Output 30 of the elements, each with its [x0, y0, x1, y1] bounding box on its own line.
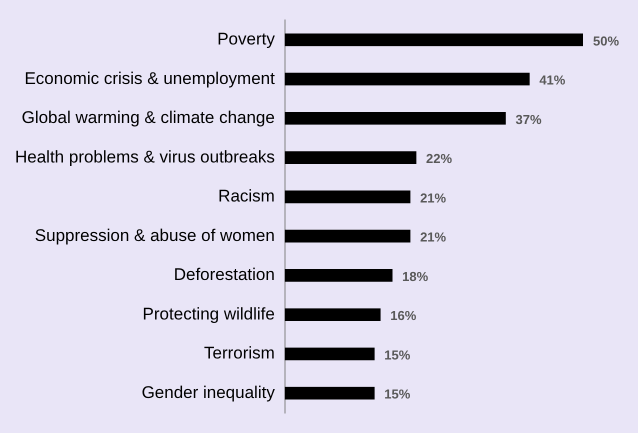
bar	[284, 269, 393, 282]
y-tick-label: Terrorism	[204, 344, 275, 363]
data-label: 21%	[420, 230, 447, 245]
bar	[284, 151, 416, 164]
data-label: 50%	[593, 33, 620, 48]
data-label: 15%	[384, 347, 411, 362]
bar	[284, 72, 530, 86]
data-label: 21%	[420, 190, 447, 206]
data-label: 41%	[539, 72, 566, 88]
y-tick-label: Economic crisis & unemployment	[24, 68, 276, 88]
y-tick-label: Deforestation	[174, 265, 275, 284]
data-label: 22%	[426, 151, 452, 166]
data-label: 18%	[402, 268, 429, 284]
bar	[284, 230, 410, 242]
bar	[284, 348, 375, 360]
y-tick-label: Suppression & abuse of women	[34, 226, 275, 245]
y-tick-label: Protecting wildlife	[142, 304, 275, 324]
y-tick-label: Gender inequality	[142, 382, 276, 402]
data-label: 15%	[384, 386, 411, 402]
y-tick-label: Racism	[218, 186, 275, 206]
bar	[284, 308, 381, 321]
bar	[284, 112, 506, 125]
data-label: 37%	[515, 112, 542, 127]
y-tick-label: Health problems & virus outbreaks	[14, 147, 275, 166]
bar	[284, 190, 410, 204]
y-tick-label: Global warming & climate change	[22, 108, 275, 128]
y-tick-label: Poverty	[217, 30, 276, 49]
bar	[284, 34, 583, 46]
bar	[284, 386, 375, 400]
data-label: 16%	[390, 308, 417, 324]
